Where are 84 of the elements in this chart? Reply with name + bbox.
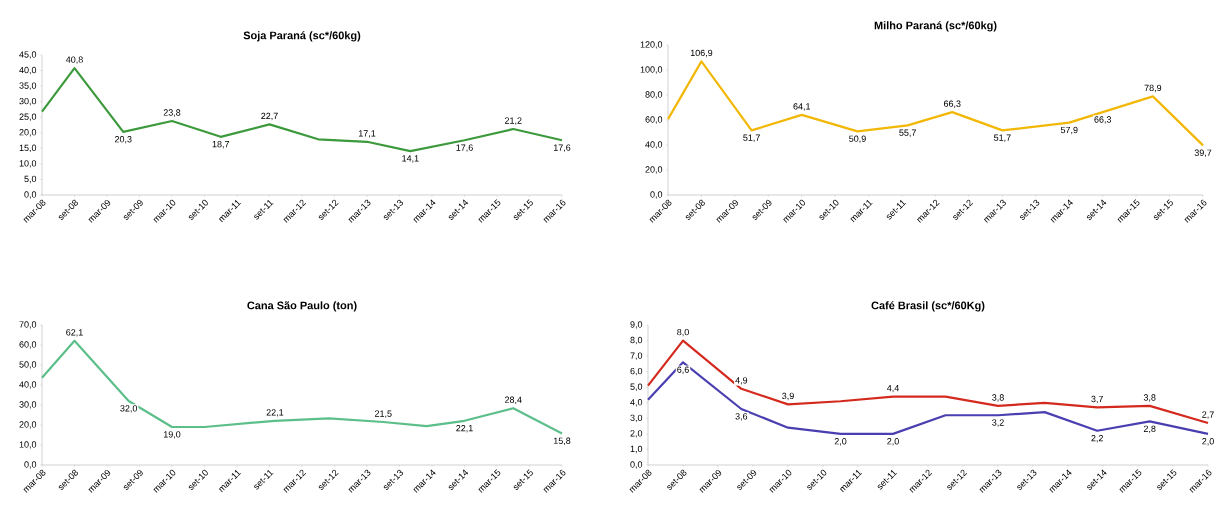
data-label: 17,6 (456, 144, 473, 152)
y-tick-label: 45,0 (19, 51, 37, 59)
data-label: 32,0 (120, 405, 138, 413)
y-tick-label: 0,0 (630, 461, 643, 469)
data-label: 8,0 (677, 328, 689, 337)
data-label: 3,2 (992, 419, 1004, 427)
data-label: 4,9 (735, 377, 748, 385)
chart-title: Soja Paraná (sc*/60kg) (243, 31, 361, 42)
chart-title: Café Brasil (sc*/60Kg) (871, 301, 985, 312)
data-label: 40,8 (65, 56, 83, 64)
data-label: 2,8 (1143, 425, 1156, 434)
chart-title: Milho Paraná (sc*/60kg) (874, 21, 997, 32)
y-tick-label: 50,0 (19, 361, 37, 369)
y-tick-label: 35,0 (19, 82, 37, 90)
data-label: 18,7 (212, 141, 230, 149)
data-label: 23,8 (163, 109, 181, 117)
y-tick-label: 40,0 (19, 66, 37, 75)
y-tick-label: 15,0 (19, 144, 37, 153)
chart-title: Cana São Paulo (ton) (247, 301, 357, 312)
data-label: 66,3 (1094, 116, 1112, 124)
y-tick-label: 80,0 (645, 91, 663, 99)
y-tick-label: 0,0 (24, 191, 37, 199)
y-tick-label: 20,0 (19, 129, 37, 137)
y-tick-label: 10,0 (19, 441, 37, 449)
data-label: 62,1 (66, 329, 83, 337)
y-tick-label: 30,0 (19, 97, 37, 106)
data-label: 22,7 (261, 112, 278, 121)
data-label: 3,8 (992, 394, 1004, 402)
y-tick-label: 30,0 (19, 401, 37, 409)
data-label: 51,7 (994, 134, 1011, 142)
data-label: 2,0 (1202, 438, 1214, 446)
y-tick-label: 20,0 (645, 166, 663, 174)
data-label: 51,7 (743, 134, 760, 142)
data-label: 6,6 (677, 366, 689, 374)
y-tick-label: 4,0 (630, 399, 643, 407)
y-tick-label: 20,0 (19, 421, 37, 429)
data-label: 50,9 (849, 135, 866, 143)
data-label: 57,9 (1060, 126, 1078, 135)
data-label: 2,2 (1091, 434, 1103, 443)
data-label: 14,1 (402, 155, 419, 163)
y-tick-label: 5,0 (24, 175, 37, 184)
y-tick-label: 120,0 (640, 41, 663, 49)
data-label: 106,9 (690, 49, 713, 58)
data-label: 21,5 (374, 410, 392, 418)
data-label: 3,8 (1143, 394, 1156, 402)
y-tick-label: 5,0 (630, 383, 643, 391)
data-label: 28,4 (504, 396, 522, 404)
data-label: 20,3 (114, 136, 132, 144)
data-label: 2,0 (834, 438, 847, 446)
data-label: 19,0 (163, 431, 181, 439)
y-tick-label: 7,0 (630, 352, 643, 360)
data-label: 2,0 (887, 438, 899, 446)
y-tick-label: 25,0 (19, 113, 37, 121)
data-label: 21,2 (504, 117, 522, 125)
y-tick-label: 0,0 (24, 461, 37, 469)
y-tick-label: 3,0 (630, 414, 643, 423)
y-tick-label: 6,0 (630, 367, 643, 376)
y-tick-label: 40,0 (645, 141, 663, 149)
y-tick-label: 70,0 (19, 321, 37, 329)
data-label: 78,9 (1144, 84, 1162, 93)
data-label: 17,6 (553, 144, 571, 152)
data-label: 15,8 (553, 437, 571, 445)
y-tick-label: 10,0 (19, 160, 37, 168)
data-label: 17,1 (358, 130, 376, 138)
data-label: 4,4 (886, 385, 899, 393)
y-tick-label: 2,0 (630, 430, 643, 438)
data-label: 39,7 (1194, 149, 1212, 157)
data-label: 22,1 (456, 424, 473, 433)
y-tick-label: 40,0 (19, 381, 37, 389)
data-label: 3,6 (735, 413, 748, 421)
data-label: 66,3 (943, 100, 961, 108)
data-label: 3,7 (1091, 395, 1103, 404)
data-label: 2,7 (1202, 411, 1214, 419)
data-label: 64,1 (793, 103, 811, 111)
y-tick-label: 1,0 (630, 445, 643, 454)
y-tick-label: 0,0 (650, 191, 663, 199)
data-label: 55,7 (899, 129, 916, 137)
y-tick-label: 9,0 (630, 321, 643, 329)
data-label: 3,9 (782, 392, 794, 401)
y-tick-label: 60,0 (645, 116, 663, 124)
y-tick-label: 60,0 (19, 341, 37, 349)
y-tick-label: 8,0 (630, 336, 643, 345)
y-tick-label: 100,0 (640, 66, 663, 74)
data-label: 22,1 (266, 409, 284, 417)
